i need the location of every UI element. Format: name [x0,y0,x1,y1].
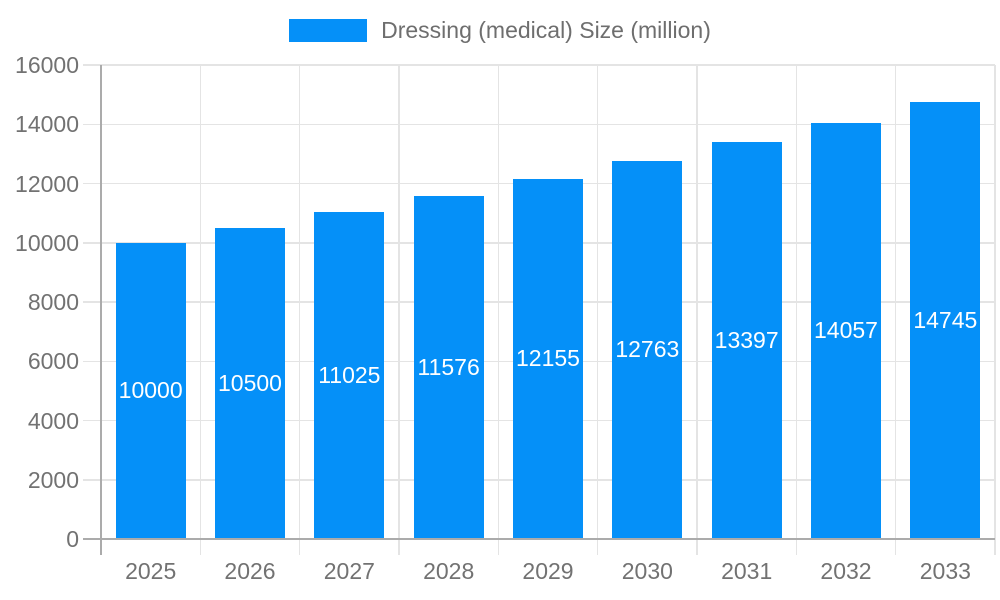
bar: 12763 [612,160,683,539]
legend-label: Dressing (medical) Size (million) [381,17,711,43]
x-gridline [894,65,897,555]
x-gridline [398,65,400,555]
y-axis-label: 14000 [15,111,79,138]
bar-value-label: 14057 [814,317,878,344]
x-gridline [696,65,698,555]
bar: 11025 [314,212,385,539]
y-axis-label: 4000 [27,407,79,434]
bar: 11576 [413,196,484,539]
bar-value-label: 11576 [417,354,480,381]
x-gridline [596,65,599,555]
y-axis-label: 10000 [15,229,79,256]
bar: 13397 [711,142,782,539]
bar-value-label: 10000 [118,377,183,404]
y-axis-label: 0 [66,526,79,552]
x-axis-line [83,538,995,540]
bar: 10000 [115,242,186,539]
x-axis-label: 2032 [820,558,872,584]
y-gridline [83,64,995,66]
x-axis-label: 2030 [621,558,673,584]
bar: 10500 [215,227,285,539]
chart-legend: Dressing (medical) Size (million) [0,17,1000,44]
y-axis-label: 16000 [15,52,79,78]
bar-value-label: 11025 [318,362,381,389]
x-gridline [199,65,202,555]
x-axis-label: 2031 [721,558,773,584]
bar-value-label: 12763 [615,336,680,363]
y-axis-line [100,65,102,555]
x-axis-label: 2026 [224,558,276,584]
y-gridline [83,123,995,125]
x-axis-label: 2025 [125,558,177,584]
x-axis-label: 2027 [323,558,375,584]
x-gridline [795,65,798,555]
y-axis-label: 8000 [27,289,79,315]
y-axis-label: 12000 [15,170,79,197]
x-axis-label: 2033 [919,558,971,584]
x-gridline [497,65,500,555]
bar: 14745 [910,102,981,539]
y-axis-label: 2000 [27,466,79,493]
x-axis-label: 2029 [522,558,574,584]
bar-value-label: 14745 [913,307,978,334]
x-axis-label: 2028 [423,558,475,584]
bar-value-label: 10500 [218,369,282,396]
bar: 14057 [811,122,881,539]
y-axis-label: 6000 [27,348,79,375]
x-gridline [994,65,996,555]
legend-swatch [289,19,368,42]
bar-value-label: 12155 [516,345,580,372]
bar: 12155 [513,178,583,539]
bar-value-label: 13397 [714,327,779,354]
x-gridline [298,65,301,555]
